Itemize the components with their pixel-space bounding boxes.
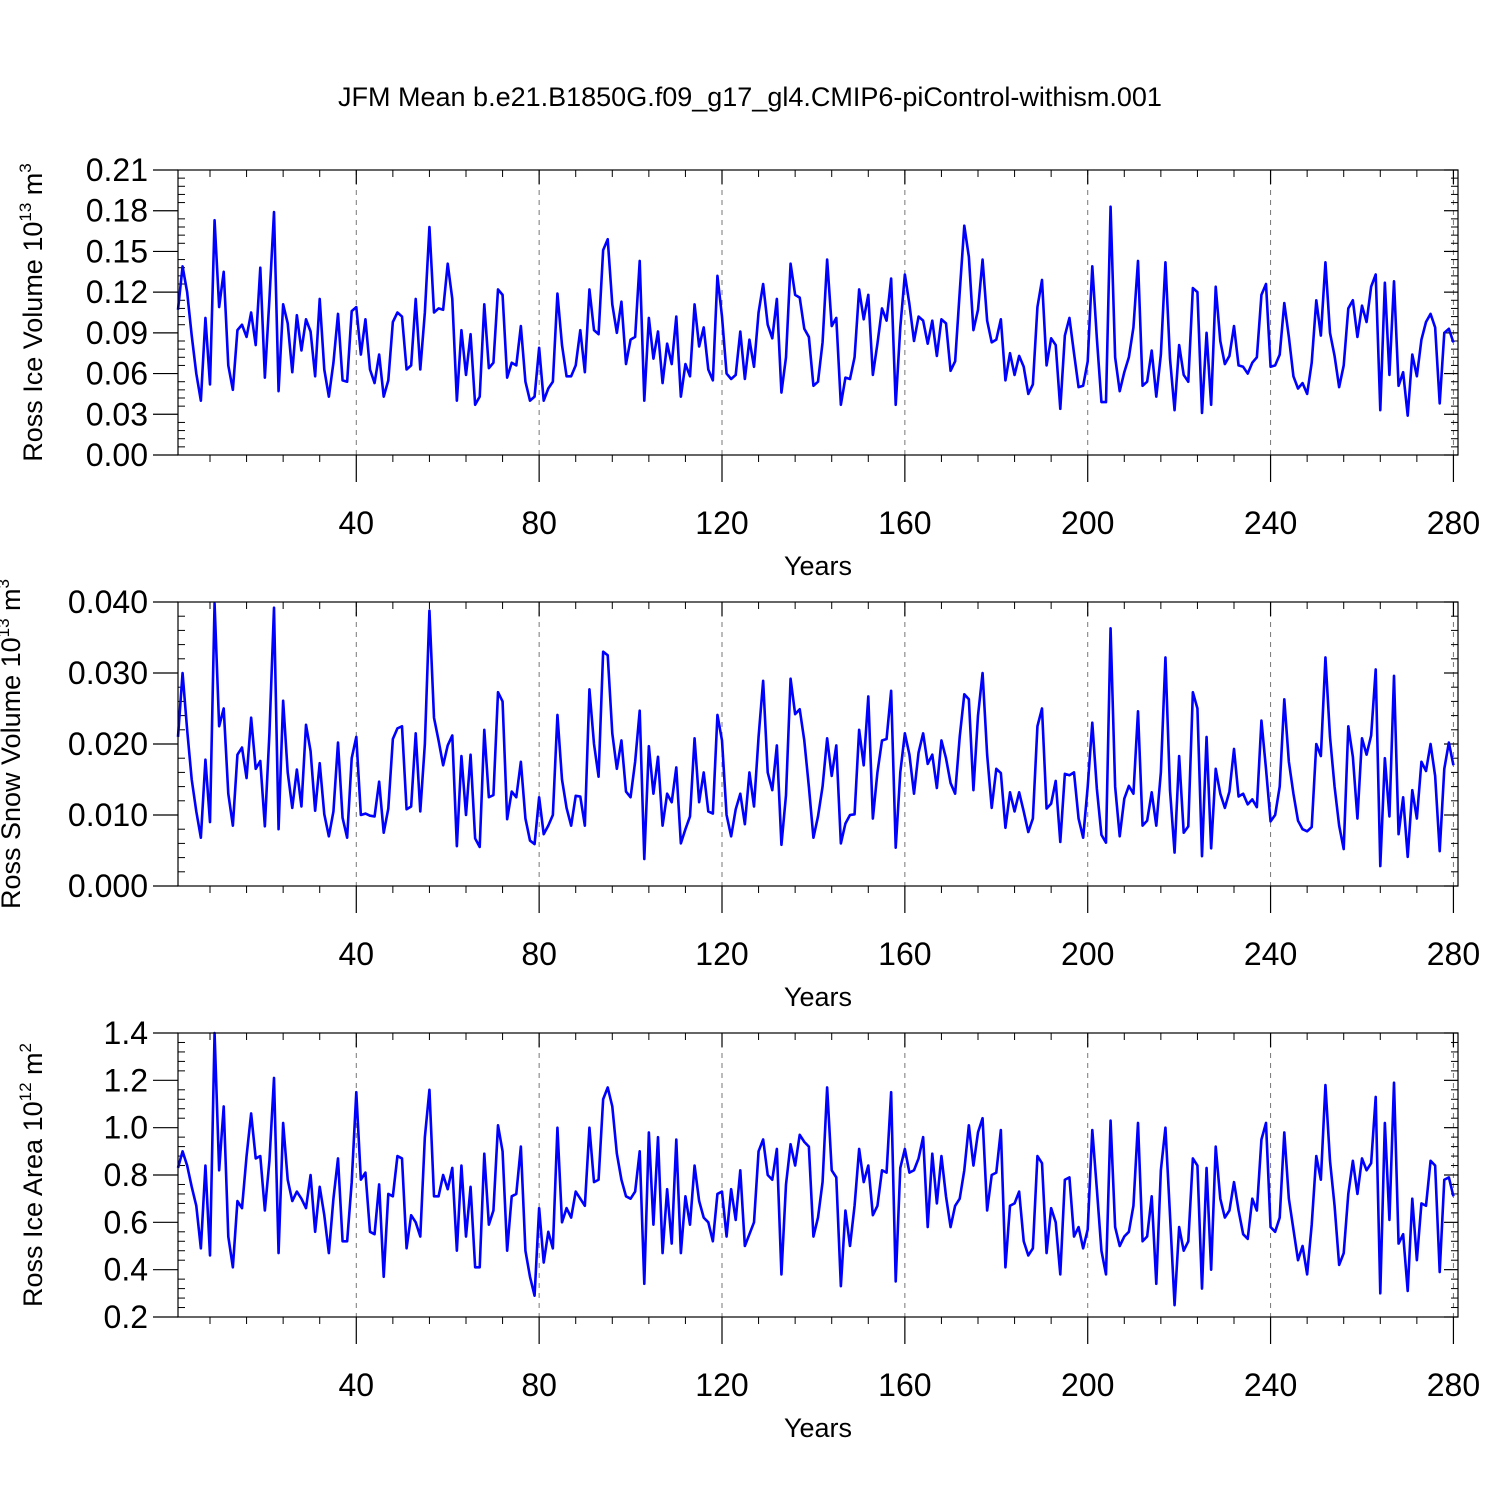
y-axis-title-unit-exponent: 2 — [16, 1043, 35, 1052]
y-axis-title-main: Ross Ice Area 10 — [18, 1101, 48, 1307]
x-tick-label: 240 — [1244, 505, 1297, 541]
panel-2: 0.000 0.010 0.020 0.030 0.040 40 80 120 160 200 24… — [0, 579, 1480, 1012]
series-line — [176, 1031, 1455, 1307]
plot-frame — [177, 1032, 1459, 1318]
y-axis-title-main: Ross Ice Volume 10 — [18, 222, 48, 462]
x-tick-label: 280 — [1427, 1367, 1480, 1403]
y-axis-title-unit-exponent: 3 — [16, 163, 35, 172]
y-tick-label: 0.18 — [86, 193, 148, 229]
y-tick-label: 0.00 — [86, 437, 148, 473]
panel-3: 0.2 0.4 0.6 0.8 1.0 1.2 1.4 40 80 120 160 200 240 280… — [16, 1015, 1480, 1443]
x-tick-label: 40 — [338, 1367, 374, 1403]
x-axis-title: Years — [784, 1413, 852, 1443]
y-tick-label: 0.06 — [86, 356, 148, 392]
y-tick-label: 0.03 — [86, 396, 148, 432]
y-axis-title: Ross Ice Volume 1013 m3 — [16, 163, 48, 462]
panel-1: 0.00 0.03 0.06 0.09 0.12 0.15 0.18 0.21 40 80 120 1… — [16, 152, 1480, 581]
x-tick-label: 280 — [1427, 936, 1480, 972]
x-tick-label: 200 — [1061, 1367, 1114, 1403]
y-tick-label: 0.020 — [68, 726, 148, 762]
y-axis-title-exponent: 12 — [16, 1082, 35, 1101]
y-tick-label: 0.2 — [104, 1299, 148, 1335]
y-axis-title: Ross Ice Area 1012 m2 — [16, 1043, 48, 1307]
y-tick-label: 0.12 — [86, 274, 148, 310]
y-tick-label: 1.4 — [104, 1015, 148, 1051]
x-tick-label: 280 — [1427, 505, 1480, 541]
y-tick-label: 0.000 — [68, 868, 148, 904]
y-tick-label: 0.4 — [104, 1252, 148, 1288]
plot-frame — [177, 169, 1459, 456]
plot-frame — [177, 601, 1459, 887]
y-axis-title-exponent: 13 — [0, 618, 13, 637]
x-tick-label: 40 — [338, 936, 374, 972]
x-tick-label: 160 — [878, 1367, 931, 1403]
series-line — [176, 205, 1455, 417]
x-tick-label: 120 — [695, 505, 748, 541]
y-tick-label: 0.040 — [68, 584, 148, 620]
x-tick-label: 160 — [878, 505, 931, 541]
y-tick-label: 0.030 — [68, 655, 148, 691]
y-tick-label: 0.6 — [104, 1204, 148, 1240]
y-tick-label: 0.010 — [68, 797, 148, 833]
y-tick-label: 0.15 — [86, 233, 148, 269]
x-tick-label: 120 — [695, 936, 748, 972]
y-tick-label: 0.21 — [86, 152, 148, 188]
y-axis-title-unit: m — [18, 173, 48, 203]
x-tick-label: 160 — [878, 936, 931, 972]
y-tick-label: 1.0 — [104, 1110, 148, 1146]
x-tick-label: 80 — [521, 1367, 557, 1403]
y-axis-title: Ross Snow Volume 1013 m3 — [0, 579, 26, 909]
x-tick-label: 80 — [521, 505, 557, 541]
x-tick-label: 120 — [695, 1367, 748, 1403]
y-tick-label: 0.8 — [104, 1157, 148, 1193]
y-axis-title-unit-exponent: 3 — [0, 579, 13, 588]
y-axis-title-main: Ross Snow Volume 10 — [0, 637, 26, 909]
x-tick-label: 240 — [1244, 1367, 1297, 1403]
series-line — [176, 602, 1455, 868]
x-axis-title: Years — [784, 551, 852, 581]
y-axis-title-exponent: 13 — [16, 203, 35, 222]
y-tick-label: 0.09 — [86, 315, 148, 351]
x-tick-label: 80 — [521, 936, 557, 972]
chart-title: JFM Mean b.e21.B1850G.f09_g17_gl4.CMIP6-… — [338, 82, 1162, 112]
x-tick-label: 200 — [1061, 505, 1114, 541]
y-axis-title-unit: m — [0, 588, 26, 618]
y-axis-title-unit: m — [18, 1052, 48, 1082]
x-tick-label: 40 — [338, 505, 374, 541]
x-tick-label: 200 — [1061, 936, 1114, 972]
x-axis-title: Years — [784, 982, 852, 1012]
x-tick-label: 240 — [1244, 936, 1297, 972]
y-tick-label: 1.2 — [104, 1062, 148, 1098]
